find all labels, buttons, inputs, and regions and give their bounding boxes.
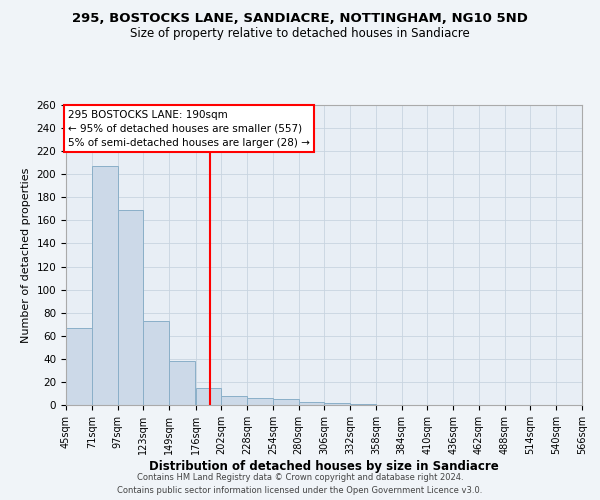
Bar [273,399,299,405]
Bar [350,404,376,405]
Y-axis label: Number of detached properties: Number of detached properties [21,168,31,342]
Bar [143,321,169,405]
Bar [66,328,92,405]
Text: Contains HM Land Registry data © Crown copyright and database right 2024.: Contains HM Land Registry data © Crown c… [137,474,463,482]
Bar [221,396,247,405]
Bar [169,361,195,405]
Bar [92,166,118,405]
Text: Size of property relative to detached houses in Sandiacre: Size of property relative to detached ho… [130,28,470,40]
Text: 295 BOSTOCKS LANE: 190sqm
← 95% of detached houses are smaller (557)
5% of semi-: 295 BOSTOCKS LANE: 190sqm ← 95% of detac… [68,110,310,148]
Bar [196,388,221,405]
Bar [325,402,350,405]
Text: 295, BOSTOCKS LANE, SANDIACRE, NOTTINGHAM, NG10 5ND: 295, BOSTOCKS LANE, SANDIACRE, NOTTINGHA… [72,12,528,26]
X-axis label: Distribution of detached houses by size in Sandiacre: Distribution of detached houses by size … [149,460,499,472]
Bar [118,210,143,405]
Text: Contains public sector information licensed under the Open Government Licence v3: Contains public sector information licen… [118,486,482,495]
Bar [299,402,325,405]
Bar [247,398,273,405]
